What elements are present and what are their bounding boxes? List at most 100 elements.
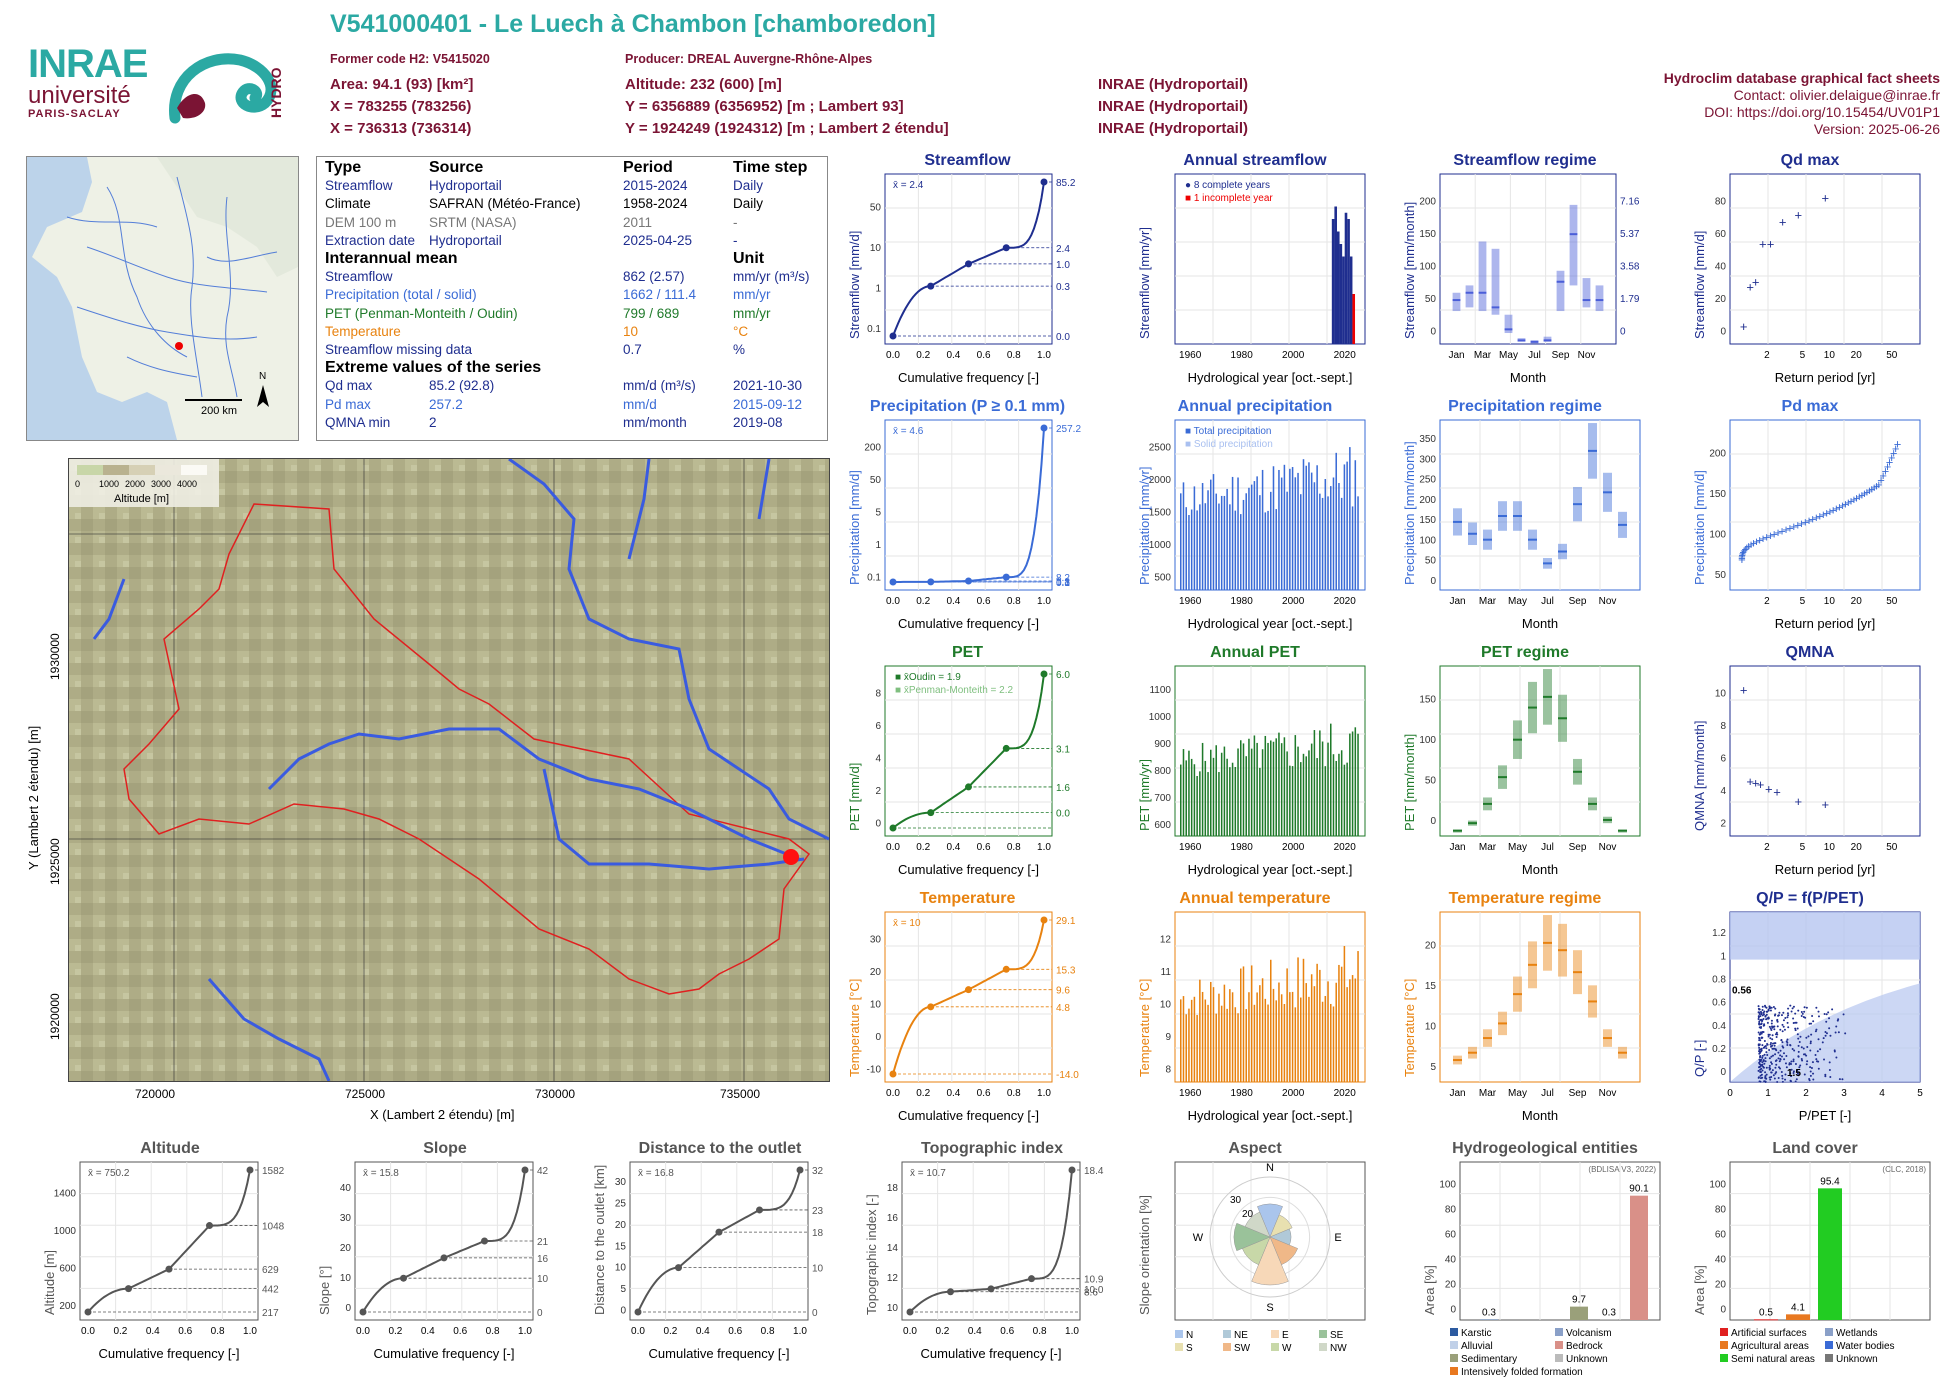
data-point — [1779, 1054, 1782, 1057]
right-tick-label: 18 — [812, 1228, 824, 1239]
month-label: Mar — [1474, 350, 1492, 361]
data-point — [1770, 1019, 1773, 1022]
right-tick-label: 16 — [537, 1254, 549, 1265]
chart-qd_max: Qd max 0 20 40 60 80 + + + + + + + +2 5 10 20 50 Return pe… — [1690, 152, 1930, 392]
legend-item: Bedrock — [1566, 1341, 1604, 1352]
bar — [1294, 477, 1297, 590]
chart-title: Land cover — [1772, 1140, 1858, 1157]
data-point — [1760, 1022, 1763, 1025]
data-point — [1758, 1048, 1761, 1051]
regime-bar — [1465, 285, 1474, 308]
bar — [1231, 992, 1234, 1082]
data-point: + — [1802, 515, 1810, 530]
right-tick-label: 10.0 — [1084, 1285, 1104, 1296]
y-tick-label: 1000 — [1149, 712, 1172, 723]
data-point — [1783, 1028, 1786, 1031]
bar — [1210, 749, 1212, 836]
y-tick-label: 60 — [1715, 1230, 1727, 1241]
data-point — [1809, 1042, 1812, 1045]
x-tick-label: 1.0 — [1037, 1088, 1051, 1099]
legend-swatch — [1555, 1354, 1563, 1362]
x-axis-label: Cumulative frequency [-] — [98, 1346, 240, 1361]
data-point — [1773, 1028, 1776, 1031]
bar — [1302, 753, 1305, 836]
y-axis-label: Q/P [-] — [1692, 1039, 1707, 1077]
x-tick-label: 2 — [1764, 842, 1770, 853]
x-tick-label: 1960 — [1179, 1088, 1202, 1099]
data-point — [1824, 1034, 1827, 1037]
chart-annual_precip: Annual precipitation 500 1000 1500 2000 2500 ■… — [1135, 398, 1375, 638]
data-point — [1774, 1053, 1777, 1056]
source-1: INRAE (Hydroportail) — [1098, 76, 1248, 93]
x-tick-label: 20 — [1851, 596, 1863, 607]
bar — [1256, 992, 1258, 1082]
data-point — [1779, 1049, 1782, 1052]
doi-link[interactable]: DOI: https://doi.org/10.15454/UV01P1 — [1704, 104, 1940, 120]
bar — [1270, 959, 1272, 1082]
data-point — [1771, 1034, 1774, 1037]
y-tick-label: 0 — [345, 1303, 351, 1314]
data-point: + — [1738, 549, 1746, 564]
x-axis-label: Cumulative frequency [-] — [898, 1108, 1039, 1123]
data-point — [1817, 1010, 1820, 1013]
data-point — [1767, 1035, 1770, 1038]
bar — [1196, 1014, 1198, 1082]
data-point — [1764, 1077, 1767, 1080]
legend-swatch — [1450, 1341, 1458, 1349]
y-tick-label: 40 — [1715, 261, 1727, 272]
legend-swatch — [1175, 1343, 1183, 1351]
y-tick-label: 300 — [1419, 454, 1436, 465]
month-label: May — [1508, 842, 1527, 853]
data-point — [1040, 178, 1048, 186]
bar — [1259, 985, 1261, 1082]
bar — [1190, 758, 1193, 836]
data-point — [1758, 1013, 1761, 1016]
data-point — [1770, 1071, 1773, 1074]
bar — [1354, 460, 1357, 590]
bar — [1332, 1006, 1335, 1082]
table-row: Streamflow 862 (2.57) mm/yr (m³/s) — [325, 269, 810, 285]
data-point — [1825, 1032, 1828, 1035]
bar — [1275, 1000, 1277, 1082]
contact[interactable]: Contact: olivier.delaigue@inrae.fr — [1733, 87, 1940, 103]
bar — [1242, 966, 1245, 1082]
month-label: Jul — [1541, 842, 1554, 853]
month-label: Nov — [1599, 842, 1617, 853]
data-point — [987, 1285, 995, 1293]
bar — [1231, 476, 1234, 590]
regime-bar — [1543, 336, 1552, 342]
y-tick-label: 1000 — [54, 1226, 77, 1237]
chart-streamflow_cdf: Streamflow 0.1 1 10 50 85.2 2.4 1.0 0.3 0.0 x̄ = 2… — [845, 152, 1090, 392]
annotation: 0.56 — [1732, 986, 1752, 997]
y-tick-label: 30 — [870, 935, 882, 946]
data-point — [400, 1274, 407, 1282]
data-point — [756, 1206, 763, 1214]
bar — [1188, 515, 1190, 590]
data-point — [1790, 1075, 1793, 1078]
map-ytick: 1920000 — [48, 993, 62, 1040]
bar — [1300, 494, 1302, 590]
right-tick-label: 8.2 — [1056, 573, 1070, 584]
legend-item: Sedimentary — [1461, 1354, 1517, 1365]
map-ylabel: Y (Lambert 2 étendu) [m] — [26, 725, 41, 870]
data-point — [1803, 1053, 1806, 1056]
y-tick-label: 100 — [1419, 735, 1436, 746]
y-tick-label: 80 — [1715, 197, 1727, 208]
plot-frame — [354, 1161, 534, 1321]
chart-title: Q/P = f(P/PET) — [1756, 890, 1864, 907]
y-tick-label: 0 — [1720, 1305, 1726, 1316]
y-tick-label: 50 — [870, 475, 882, 486]
data-point — [1760, 1013, 1763, 1016]
legend-item: ■ Total precipitation — [1185, 426, 1271, 437]
data-point — [1764, 1074, 1767, 1077]
data-point — [1770, 1045, 1773, 1048]
data-point — [1761, 1054, 1764, 1057]
right-tick-label: 1.79 — [1620, 294, 1640, 305]
station-info-table: Type Source Period Time step Streamflow H… — [316, 156, 828, 441]
legend-swatch — [1450, 1354, 1458, 1362]
chart-svg: 5 10 15 20 Jan Mar May Jul Sep Nov — [1425, 911, 1641, 1099]
bar — [1185, 760, 1187, 836]
x-tick-label: 0.8 — [486, 1326, 500, 1337]
y-tick-label: 5 — [875, 507, 881, 518]
